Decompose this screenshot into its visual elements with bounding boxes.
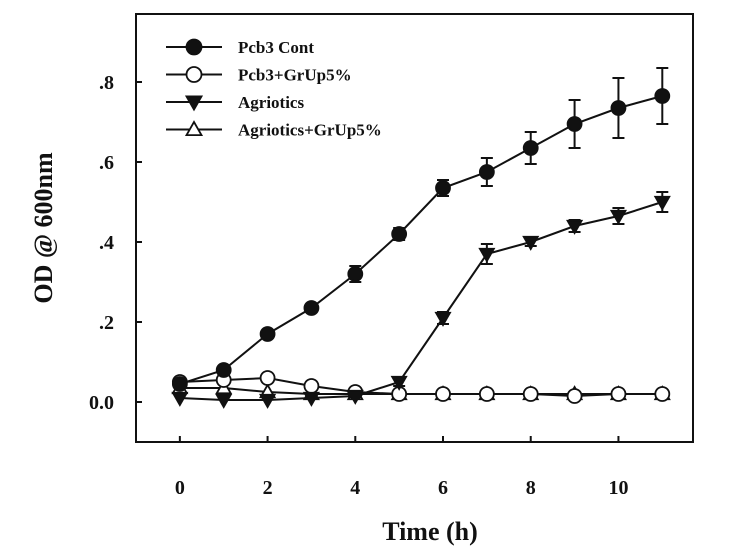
legend-marker: [185, 38, 203, 56]
legend-item: Agriotics+GrUp5%: [166, 120, 382, 140]
x-tick-label: 4: [350, 477, 360, 499]
plot-frame: [135, 13, 694, 443]
data-point: [347, 266, 364, 282]
data-point: [259, 370, 276, 386]
legend-marker: [185, 66, 203, 83]
legend-marker: [184, 95, 204, 112]
series-2: [171, 370, 671, 404]
series-3: [171, 191, 671, 409]
x-tick-label: 10: [608, 477, 628, 499]
data-point: [171, 391, 189, 407]
x-axis: 0 2 4 6 8 10: [175, 436, 628, 499]
y-axis: 0.0 .2 .4 .6 .8: [89, 72, 142, 414]
data-point: [303, 300, 320, 316]
data-point: [390, 375, 408, 391]
data-point: [566, 388, 583, 404]
data-point: [346, 389, 364, 405]
data-point: [435, 180, 451, 196]
legend-label: Pcb3+GrUp5%: [238, 66, 352, 85]
data-point: [478, 386, 495, 402]
series-line: [179, 201, 663, 401]
series-4: [171, 379, 671, 401]
data-point: [215, 393, 233, 409]
legend: Pcb3 Cont Pcb3+GrUp5% Agriotics Agriotics+G…: [166, 38, 382, 140]
y-tick-label: .4: [99, 232, 114, 254]
data-point: [434, 311, 452, 327]
data-point: [302, 391, 320, 407]
legend-label: Agriotics+GrUp5%: [238, 121, 382, 140]
y-axis-title: OD @ 600nm: [29, 152, 58, 304]
data-point: [391, 226, 408, 242]
legend-label: Agriotics: [238, 93, 304, 112]
data-point: [171, 376, 188, 392]
y-tick-label: 0.0: [89, 392, 114, 414]
x-tick-label: 6: [438, 477, 448, 499]
data-point: [522, 140, 539, 156]
legend-item: Agriotics: [166, 93, 304, 112]
data-point: [654, 386, 671, 402]
data-point: [653, 195, 671, 211]
data-point: [566, 219, 584, 235]
data-point: [522, 386, 539, 402]
data-point: [303, 378, 320, 394]
y-tick-label: .2: [99, 312, 114, 334]
x-axis-title: Time (h): [382, 517, 478, 546]
data-point: [435, 386, 451, 402]
data-point: [259, 393, 277, 409]
data-point: [610, 386, 627, 402]
data-point: [566, 116, 583, 132]
x-tick-label: 2: [263, 477, 273, 499]
data-point: [478, 164, 495, 180]
x-tick-label: 8: [526, 477, 536, 499]
data-point: [654, 88, 671, 104]
x-tick-label: 0: [175, 477, 185, 499]
series-1: [171, 67, 671, 392]
data-point: [259, 326, 276, 342]
legend-marker: [184, 120, 204, 137]
data-point: [610, 100, 627, 116]
legend-item: Pcb3+GrUp5%: [166, 66, 352, 85]
legend-label: Pcb3 Cont: [238, 38, 314, 57]
data-point: [609, 209, 627, 225]
data-point: [478, 247, 496, 263]
data-point: [522, 235, 540, 251]
series-layer: [171, 67, 671, 409]
legend-item: Pcb3 Cont: [166, 38, 314, 57]
y-tick-label: .8: [99, 72, 114, 94]
y-tick-label: .6: [99, 152, 114, 174]
data-point: [215, 362, 232, 378]
